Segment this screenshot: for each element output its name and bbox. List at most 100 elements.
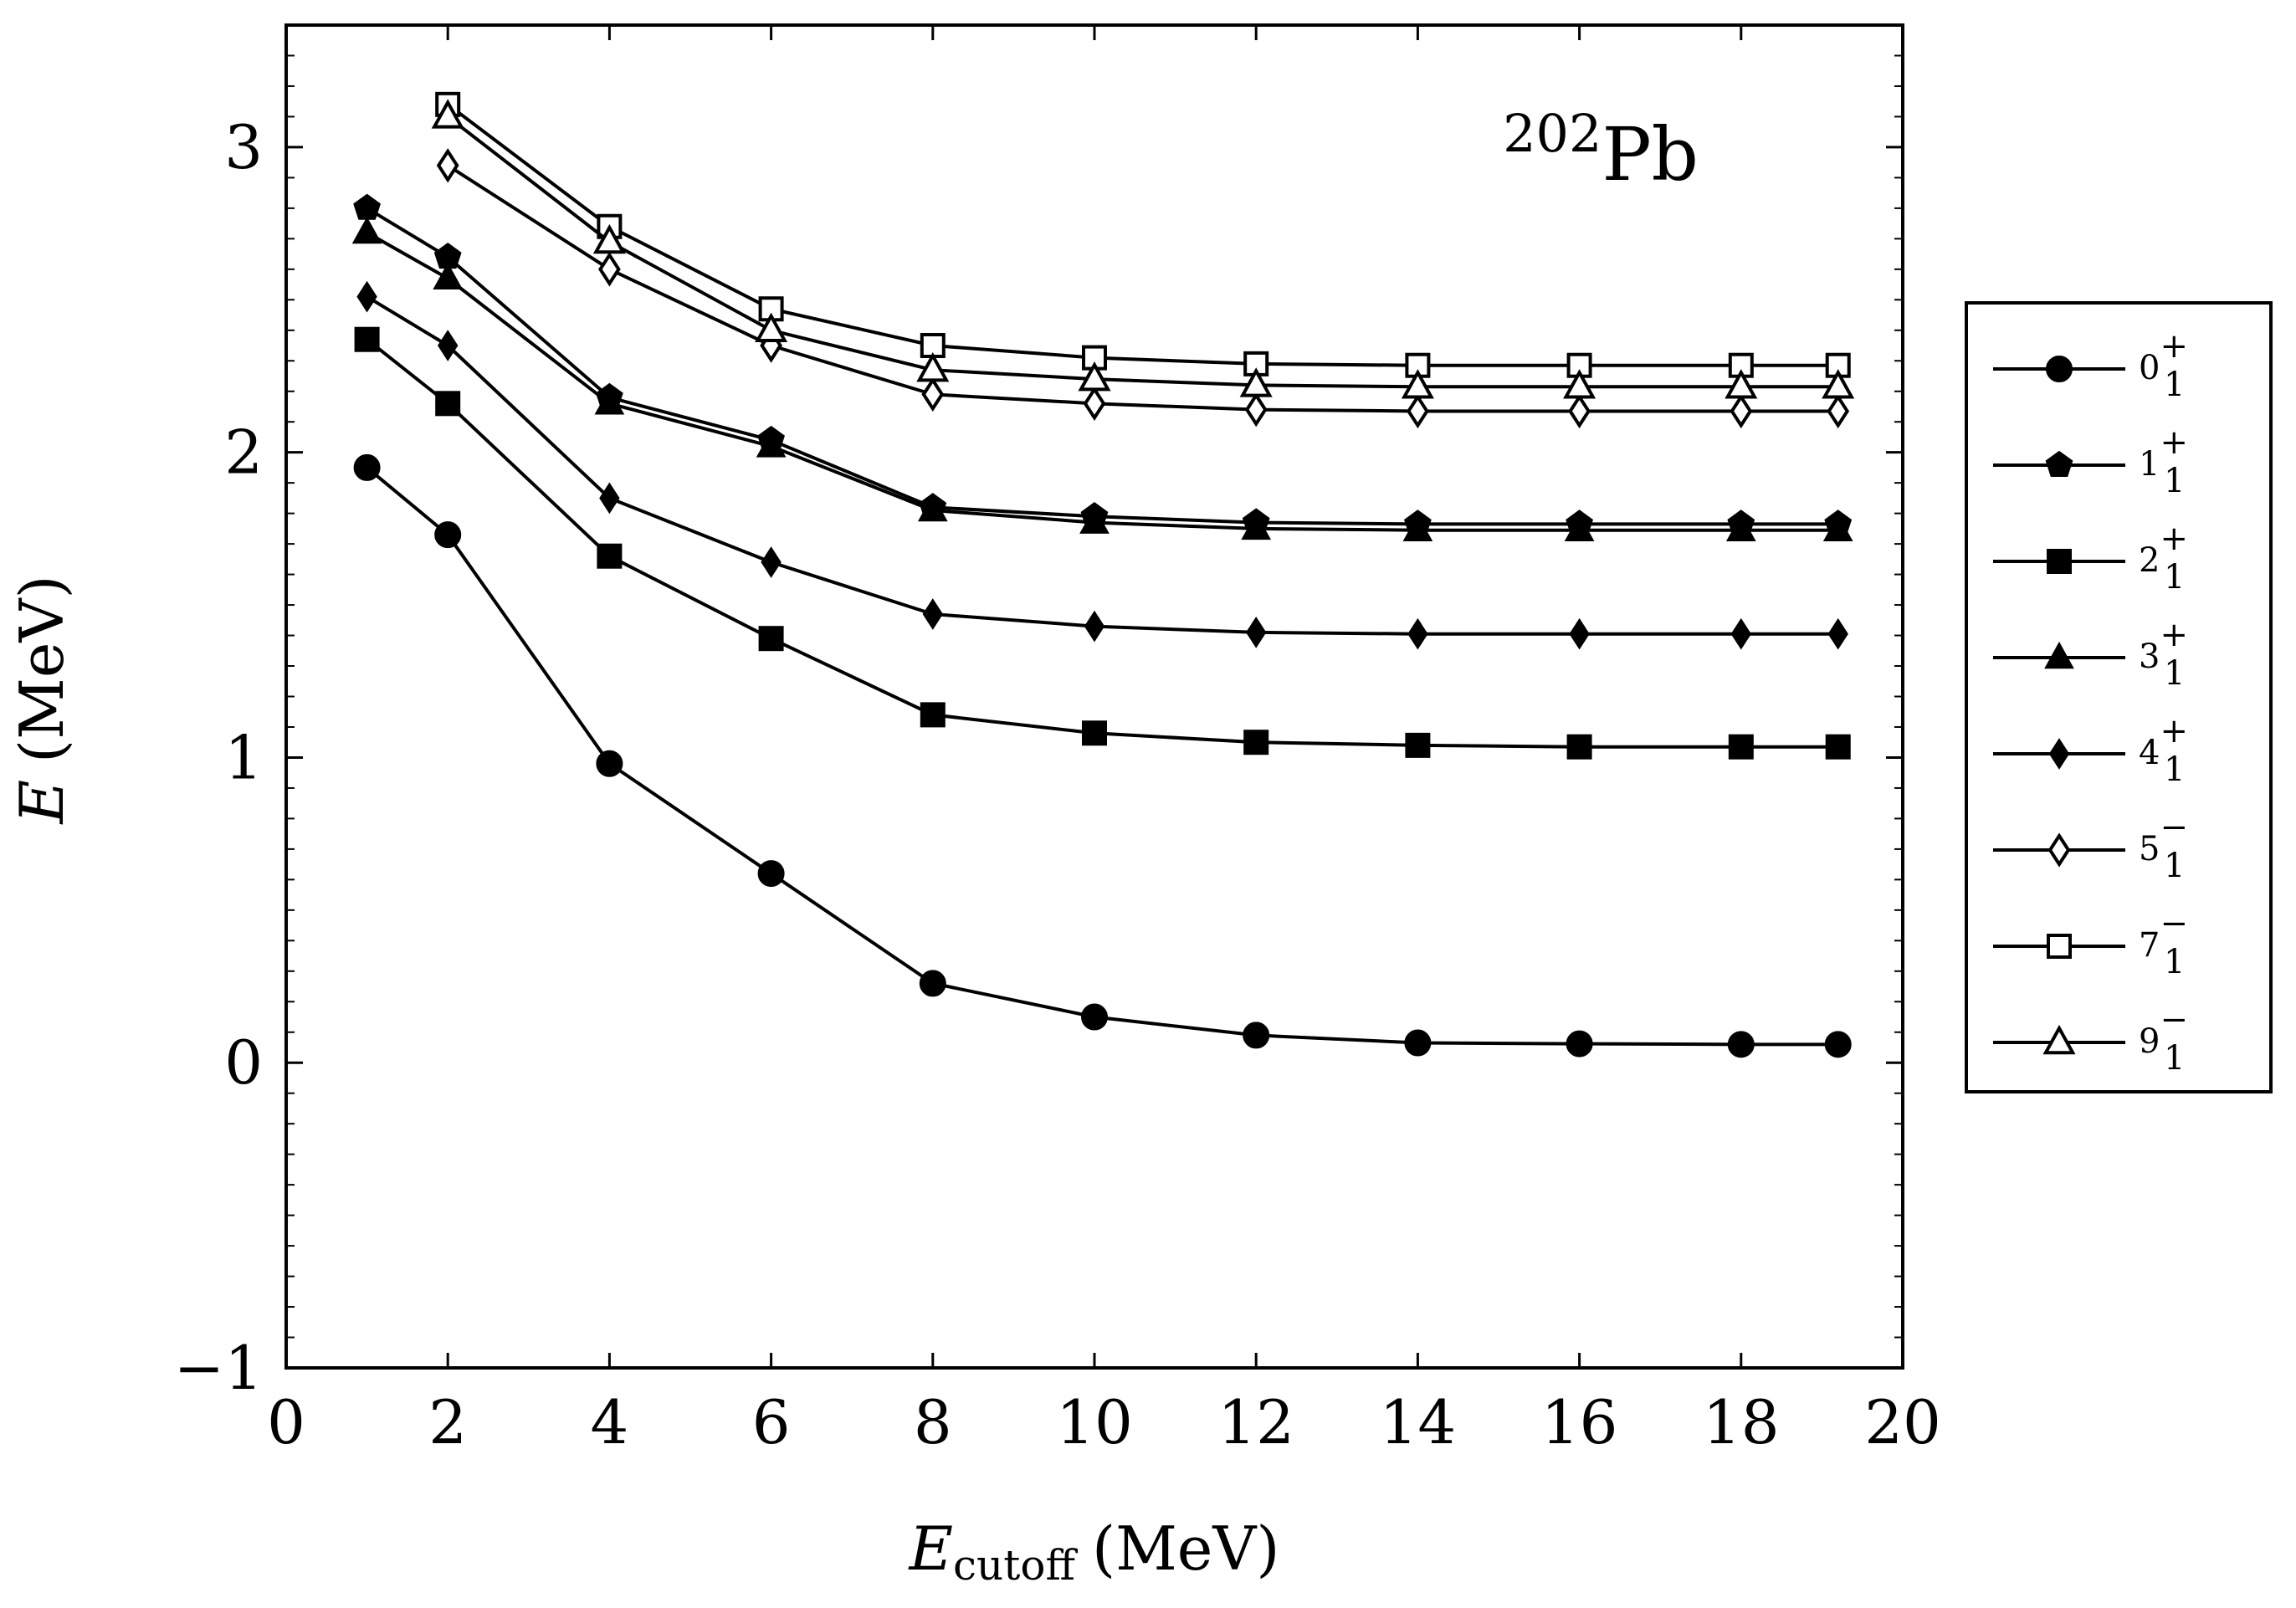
y-tick-label: −1	[174, 1333, 263, 1403]
data-point	[1725, 369, 1758, 399]
data-point	[1827, 617, 1848, 650]
data-point	[758, 626, 784, 652]
data-point	[598, 252, 621, 287]
series-line	[447, 164, 1838, 413]
series-layer	[351, 91, 1855, 1058]
data-point	[1730, 393, 1753, 429]
data-point	[1079, 506, 1110, 534]
legend-label-parity: +	[2160, 327, 2188, 366]
data-point	[1563, 369, 1596, 399]
series-3-plus	[351, 216, 1853, 541]
legend-label: 1+ 1	[2139, 423, 2188, 500]
series-7-minus	[435, 91, 1851, 378]
data-point	[356, 280, 377, 313]
y-tick-label: 2	[224, 417, 263, 488]
title-main: Pb	[1602, 111, 1699, 197]
legend-label-parity: +	[2160, 616, 2188, 654]
legend-marker	[2044, 641, 2074, 669]
legend-label-number: 3	[2139, 638, 2160, 676]
data-point	[438, 330, 459, 361]
legend-marker	[2045, 450, 2073, 477]
data-point	[1566, 1030, 1593, 1057]
legend-label-subscript: 1	[2164, 1039, 2185, 1078]
legend-label-parity: −	[2160, 904, 2188, 943]
data-point	[597, 543, 623, 569]
plot-background	[286, 25, 1903, 1368]
legend-item: 4+ 1	[1993, 712, 2188, 789]
series-5-minus	[436, 148, 1850, 429]
legend-item: 3+ 1	[1993, 616, 2188, 693]
data-point	[1822, 514, 1853, 541]
data-point	[354, 326, 380, 352]
x-tick-label: 8	[914, 1387, 952, 1457]
ticks-layer	[284, 24, 1904, 1370]
legend-label-subscript: 1	[2164, 750, 2185, 789]
data-point	[761, 546, 782, 578]
series-4-plus	[356, 280, 1848, 650]
legend-item: 0+ 1	[1993, 327, 2188, 404]
data-point	[917, 494, 948, 522]
data-point	[1402, 514, 1433, 541]
data-point	[1081, 1003, 1108, 1031]
legend-marker	[2047, 934, 2072, 959]
data-point	[1084, 610, 1105, 643]
legend-marker	[2042, 1024, 2076, 1055]
legend-label-number: 7	[2139, 926, 2160, 965]
data-point	[1244, 392, 1268, 428]
data-point	[1241, 512, 1272, 540]
series-line	[446, 103, 1838, 367]
legend-label-subscript: 1	[2164, 558, 2185, 597]
x-tick-label: 10	[1056, 1387, 1133, 1457]
series-line	[446, 115, 1838, 389]
x-tick-label: 14	[1380, 1387, 1457, 1457]
legend-label: 0+ 1	[2139, 327, 2188, 404]
y-axis-label-unit: (MeV)	[7, 575, 77, 763]
legend-label: 5− 1	[2139, 808, 2188, 885]
series-9-minus	[431, 99, 1855, 399]
data-point	[1401, 369, 1434, 399]
x-tick-label: 20	[1864, 1387, 1941, 1457]
y-tick-label: 3	[224, 112, 263, 182]
legend-label-number: 5	[2139, 830, 2160, 868]
series-2-plus	[354, 326, 1851, 760]
legend-label-subscript: 1	[2164, 462, 2185, 500]
data-point	[757, 860, 785, 888]
data-point	[351, 216, 382, 244]
x-tick-label: 12	[1217, 1387, 1294, 1457]
legend-label-number: 2	[2139, 541, 2160, 580]
x-tick-label: 0	[267, 1387, 305, 1457]
y-axis-label: E (MeV)	[7, 575, 77, 825]
data-point	[756, 430, 787, 458]
legend-label-parity: −	[2160, 808, 2188, 847]
legend-items: 0+ 11+ 12+ 13+ 14+ 15− 17− 19− 1	[1993, 327, 2188, 1078]
data-point	[755, 312, 788, 343]
data-point	[436, 148, 459, 183]
data-point	[922, 598, 943, 630]
data-point	[921, 376, 945, 412]
x-axis-label-unit: (MeV)	[1092, 1513, 1280, 1584]
data-point	[1082, 720, 1107, 746]
data-point	[1564, 514, 1595, 541]
data-point	[1727, 1031, 1755, 1058]
data-point	[1566, 734, 1592, 760]
plot-area	[284, 23, 1904, 1370]
data-point	[594, 387, 625, 415]
y-tick-label: 1	[224, 722, 263, 792]
data-point	[434, 521, 462, 549]
data-point	[1407, 393, 1429, 429]
data-point	[916, 352, 950, 382]
data-point	[1243, 1022, 1270, 1049]
legend-marker	[2047, 549, 2072, 574]
legend-label-subscript: 1	[2164, 847, 2185, 885]
y-tick-label: 0	[224, 1027, 263, 1098]
legend-label: 4+ 1	[2139, 712, 2188, 789]
legend-label: 2+ 1	[2139, 520, 2188, 597]
data-point	[592, 223, 626, 254]
x-axis-label: Ecutoff (MeV)	[907, 1513, 1279, 1590]
data-point	[1404, 1029, 1432, 1057]
x-tick-label: 16	[1541, 1387, 1618, 1457]
chart-title: 202Pb	[1503, 103, 1699, 197]
legend-label-subscript: 1	[2164, 943, 2185, 981]
